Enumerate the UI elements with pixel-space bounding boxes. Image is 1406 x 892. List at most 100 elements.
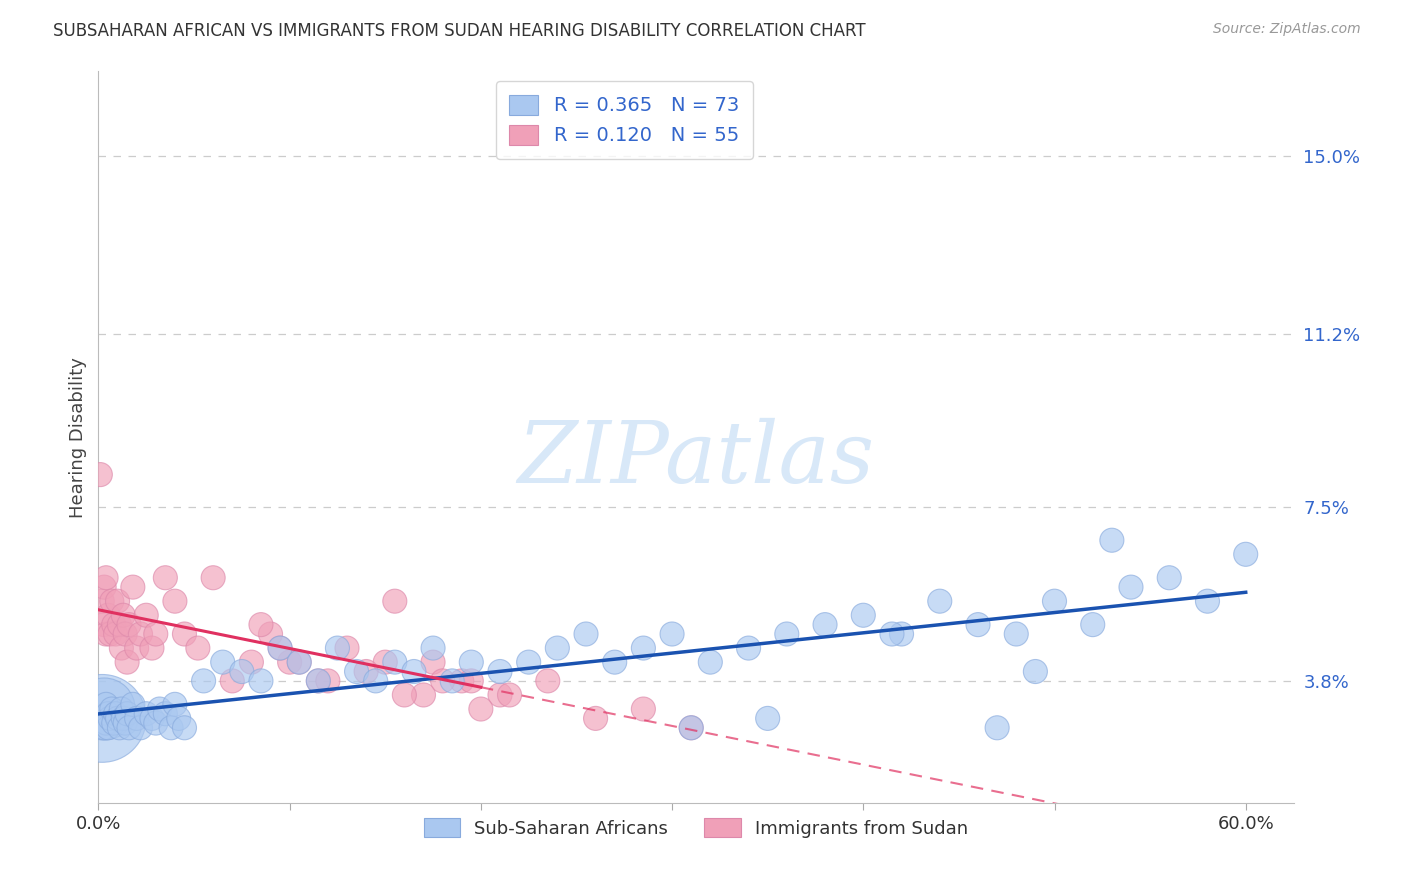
Point [460, 655, 482, 669]
Point [756, 711, 779, 725]
Point [93, 702, 115, 716]
Point [603, 655, 626, 669]
Point [104, 706, 127, 721]
Point [108, 721, 131, 735]
Point [202, 571, 225, 585]
Point [107, 711, 129, 725]
Point [776, 627, 799, 641]
Point [1101, 533, 1123, 548]
Point [135, 608, 157, 623]
Point [103, 716, 125, 731]
Point [346, 665, 368, 679]
Point [101, 594, 124, 608]
Point [93, 580, 115, 594]
Point [384, 594, 406, 608]
Point [890, 627, 912, 641]
Point [155, 571, 177, 585]
Point [173, 721, 195, 735]
Point [129, 721, 152, 735]
Point [98, 627, 121, 641]
Point [118, 617, 141, 632]
Point [155, 706, 177, 721]
Point [278, 655, 301, 669]
Point [114, 716, 136, 731]
Point [681, 721, 703, 735]
Point [112, 711, 135, 725]
Point [211, 655, 233, 669]
Point [441, 673, 464, 688]
Text: SUBSAHARAN AFRICAN VS IMMIGRANTS FROM SUDAN HEARING DISABILITY CORRELATION CHART: SUBSAHARAN AFRICAN VS IMMIGRANTS FROM SU… [53, 22, 866, 40]
Point [114, 627, 136, 641]
Point [384, 655, 406, 669]
Point [94, 627, 117, 641]
Point [928, 594, 950, 608]
Point [470, 702, 492, 716]
Point [103, 617, 125, 632]
Point [498, 688, 520, 702]
Legend: Sub-Saharan Africans, Immigrants from Sudan: Sub-Saharan Africans, Immigrants from Su… [416, 811, 976, 845]
Point [163, 594, 186, 608]
Point [1197, 594, 1219, 608]
Point [221, 673, 243, 688]
Point [94, 698, 117, 712]
Point [101, 702, 124, 716]
Point [125, 641, 148, 656]
Point [149, 702, 172, 716]
Point [633, 702, 655, 716]
Point [93, 721, 115, 735]
Point [160, 721, 183, 735]
Point [575, 627, 598, 641]
Point [115, 706, 138, 721]
Point [91, 594, 114, 608]
Point [517, 655, 540, 669]
Point [250, 617, 273, 632]
Point [91, 711, 114, 725]
Point [93, 617, 115, 632]
Point [1005, 627, 1028, 641]
Point [460, 673, 482, 688]
Point [374, 655, 396, 669]
Point [661, 627, 683, 641]
Point [537, 673, 560, 688]
Point [269, 641, 291, 656]
Point [316, 673, 339, 688]
Point [250, 673, 273, 688]
Y-axis label: Hearing Disability: Hearing Disability [69, 357, 87, 517]
Point [163, 698, 186, 712]
Point [141, 711, 163, 725]
Point [193, 673, 215, 688]
Point [167, 711, 190, 725]
Point [880, 627, 903, 641]
Point [118, 721, 141, 735]
Point [135, 706, 157, 721]
Point [145, 627, 167, 641]
Point [187, 641, 209, 656]
Point [489, 665, 512, 679]
Point [986, 721, 1008, 735]
Point [364, 673, 387, 688]
Point [145, 716, 167, 731]
Point [967, 617, 990, 632]
Point [326, 641, 349, 656]
Point [121, 580, 143, 594]
Point [307, 673, 329, 688]
Point [1119, 580, 1142, 594]
Point [121, 698, 143, 712]
Point [97, 706, 120, 721]
Point [354, 665, 377, 679]
Point [681, 721, 703, 735]
Point [97, 721, 120, 735]
Point [115, 655, 138, 669]
Point [585, 711, 607, 725]
Point [112, 608, 135, 623]
Point [259, 627, 281, 641]
Point [1024, 665, 1046, 679]
Point [633, 641, 655, 656]
Point [1159, 571, 1181, 585]
Point [94, 571, 117, 585]
Point [97, 608, 120, 623]
Point [108, 617, 131, 632]
Point [737, 641, 759, 656]
Point [98, 711, 121, 725]
Point [110, 702, 132, 716]
